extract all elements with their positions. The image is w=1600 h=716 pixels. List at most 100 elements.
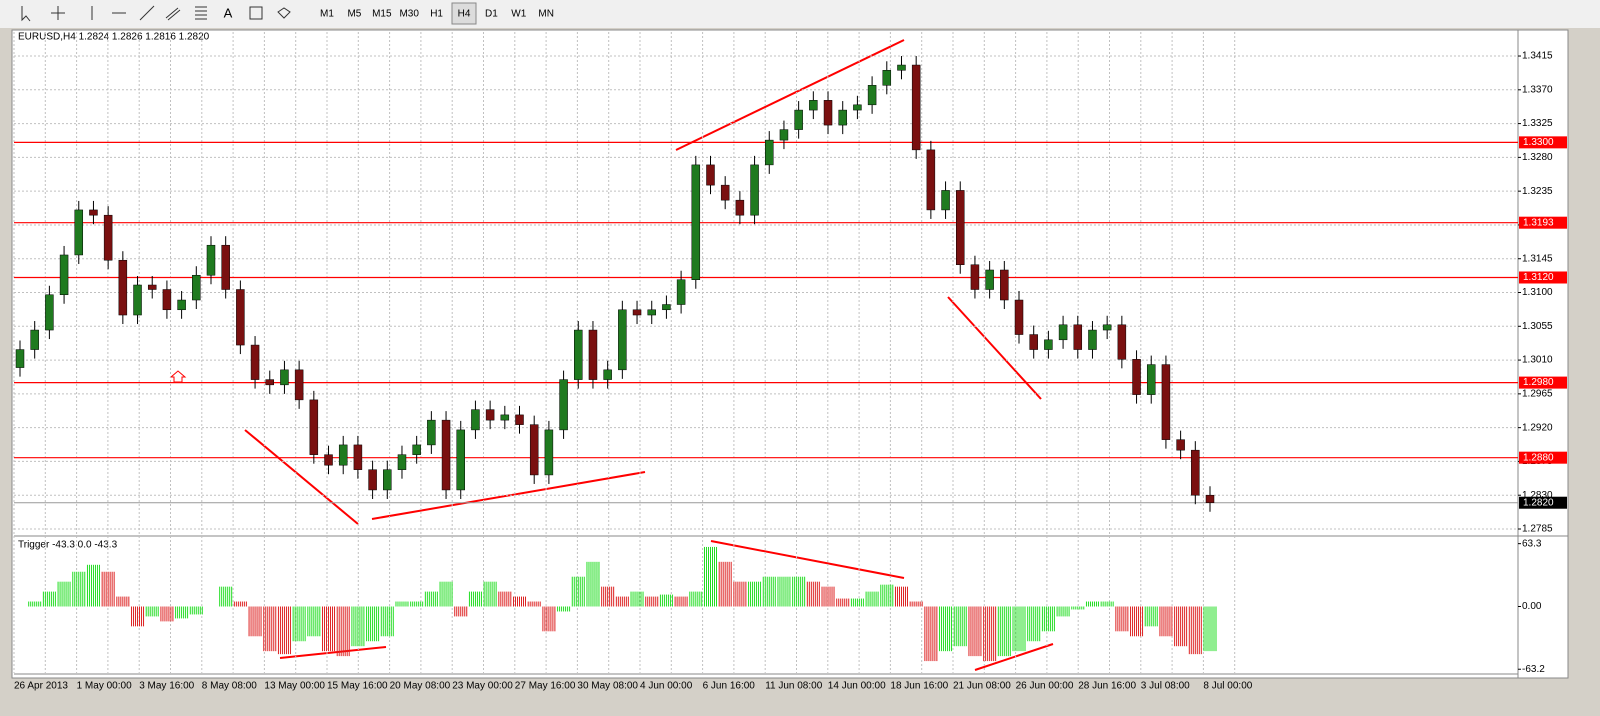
candle-body [15, 349, 25, 368]
histogram-bar [997, 606, 1011, 657]
histogram-bar [1027, 606, 1041, 642]
price-tag [1519, 496, 1567, 509]
candle-body [955, 190, 965, 265]
histogram-bar [219, 586, 233, 607]
y-tick-label: -63.2 [1522, 664, 1545, 675]
histogram-bar [307, 606, 321, 637]
histogram-bar [953, 606, 967, 647]
candle-body [89, 209, 98, 216]
candle-body [324, 454, 333, 466]
chart-title: EURUSD,H4 1.2824 1.2826 1.2816 1.2820 [18, 32, 210, 43]
trend-line [279, 646, 387, 659]
histogram-bar [1159, 606, 1173, 637]
candle-body [368, 469, 377, 491]
timeframe-button[interactable]: M15 [372, 9, 392, 20]
candle-body [559, 379, 568, 431]
candle-body [1176, 439, 1185, 451]
current-price-label: 1.2820 [1523, 497, 1554, 508]
candle-body [1029, 334, 1038, 350]
candle-body [1191, 449, 1200, 496]
candle-body [30, 329, 39, 350]
candle-body [750, 164, 759, 216]
candle-body [353, 444, 363, 470]
level-tag [1519, 271, 1567, 284]
candle-body [1102, 324, 1112, 331]
fibo-icon[interactable] [195, 6, 207, 20]
histogram-bar [454, 606, 468, 617]
histogram-bar [175, 606, 189, 619]
cursor-icon[interactable] [21, 6, 31, 22]
trend-line [371, 471, 646, 520]
x-tick-label: 1 May 00:00 [77, 681, 132, 692]
histogram-bar [72, 571, 86, 607]
candle-body [412, 444, 421, 455]
candle-body [794, 109, 803, 130]
candle-body [515, 414, 524, 425]
y-tick-label: 1.3370 [1522, 84, 1553, 95]
candle-body [985, 269, 994, 290]
histogram-bar [1115, 606, 1129, 632]
histogram-bar [1100, 601, 1114, 607]
candle-body [265, 379, 275, 386]
histogram-bar [277, 606, 291, 655]
label-icon[interactable] [249, 6, 263, 20]
candle-body [838, 109, 847, 126]
timeframe-button[interactable]: H1 [430, 9, 443, 20]
channel-icon[interactable] [165, 7, 181, 21]
crosshair-icon[interactable] [51, 6, 65, 20]
candle-body [970, 264, 980, 290]
level-label: 1.3300 [1523, 137, 1554, 148]
timeframe-button[interactable]: W1 [511, 9, 526, 20]
timeframe-button[interactable]: MN [538, 9, 554, 20]
histogram-bar [733, 581, 747, 607]
candle-body [294, 369, 304, 401]
x-tick-label: 18 Jun 16:00 [890, 681, 948, 692]
timeframe-button[interactable]: H4 [458, 9, 471, 20]
x-tick-label: 13 May 00:00 [264, 681, 325, 692]
timeframe-button[interactable]: M5 [347, 9, 361, 20]
histogram-bar [439, 581, 453, 607]
histogram-bar [1203, 606, 1217, 652]
histogram-bar [101, 571, 115, 607]
x-tick-label: 21 Jun 08:00 [953, 681, 1011, 692]
trendline-icon[interactable] [139, 5, 155, 21]
timeframe-button[interactable]: M1 [320, 9, 334, 20]
candle-body [529, 424, 539, 476]
histogram-bar [189, 606, 203, 615]
x-tick-label: 15 May 16:00 [327, 681, 388, 692]
candle-body [441, 419, 451, 491]
candle-body [897, 64, 906, 71]
arrows-icon[interactable] [277, 7, 291, 19]
level-tag [1519, 376, 1567, 389]
histogram-bar [263, 606, 277, 652]
y-tick-label: 0.00 [1522, 601, 1542, 612]
candle-body [1146, 364, 1156, 395]
histogram-bar [850, 598, 864, 607]
level-tag [1519, 451, 1567, 464]
y-tick-label: 1.2830 [1522, 490, 1553, 501]
histogram-bar [703, 546, 717, 607]
text-tool[interactable]: A [224, 5, 233, 20]
candle-body [1073, 324, 1083, 350]
histogram-bar [571, 576, 585, 607]
candle-body [133, 284, 142, 316]
candle-body [1058, 324, 1068, 341]
histogram-bar [1174, 606, 1188, 647]
histogram-bar [42, 591, 56, 607]
timeframe-button[interactable]: D1 [485, 9, 498, 20]
histogram-bar [28, 601, 42, 607]
candle-body [662, 304, 671, 311]
timeframe-button[interactable]: M30 [399, 9, 419, 20]
y-tick-label: 1.2920 [1522, 422, 1553, 433]
candle-body [588, 329, 598, 380]
candle-body [720, 184, 730, 201]
histogram-bar [336, 606, 350, 657]
candle-body [882, 70, 892, 86]
histogram-bar [674, 596, 688, 607]
histogram-bar [792, 576, 806, 607]
candle-body [427, 419, 436, 446]
candle-body [59, 254, 69, 296]
trend-line [244, 429, 359, 525]
